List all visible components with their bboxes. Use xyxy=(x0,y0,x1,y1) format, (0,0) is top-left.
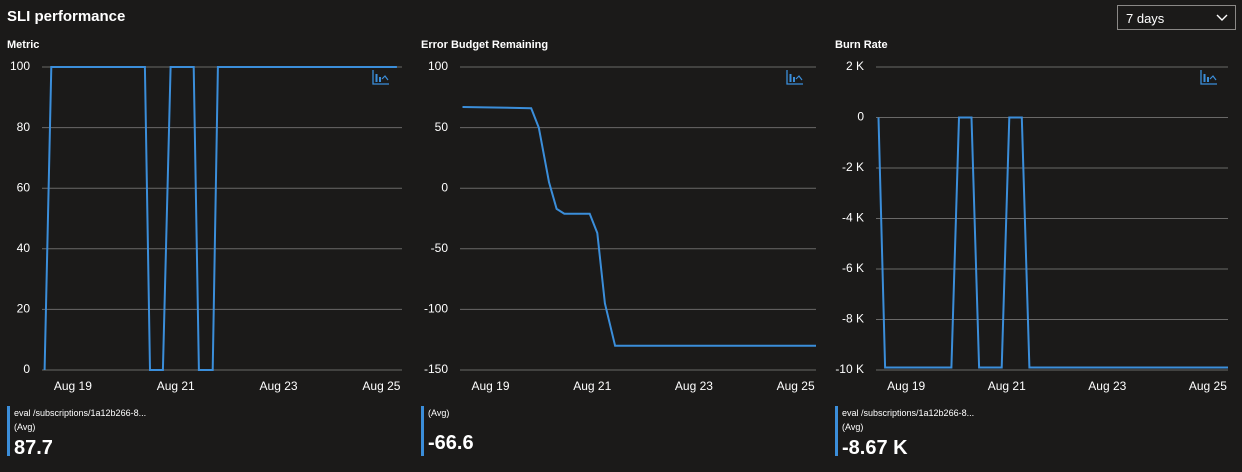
metric-chart: 100 80 60 40 20 0 Aug 19 Aug 21 Aug 23 Aug 25 xyxy=(10,59,402,393)
legend-value: -8.67 K xyxy=(842,437,908,459)
time-range-value: 7 days xyxy=(1126,11,1165,26)
legend-aggregation: (Avg) xyxy=(14,422,36,432)
chart-type-icon[interactable] xyxy=(786,69,804,86)
y-tick-label: 0 xyxy=(23,362,30,376)
legend-series-name: eval /subscriptions/1a12b266-8... xyxy=(842,408,975,418)
x-tick-label: Aug 23 xyxy=(675,379,713,393)
x-tick-label: Aug 21 xyxy=(157,379,195,393)
y-tick-label: 100 xyxy=(10,59,30,73)
legend-value: 87.7 xyxy=(14,437,53,459)
legend-series-name: eval /subscriptions/1a12b266-8... xyxy=(14,408,147,418)
x-tick-label: Aug 19 xyxy=(54,379,92,393)
y-tick-label: 60 xyxy=(17,180,31,194)
x-tick-label: Aug 19 xyxy=(887,379,925,393)
y-tick-label: 50 xyxy=(435,120,449,134)
x-tick-label: Aug 23 xyxy=(1088,379,1126,393)
x-tick-label: Aug 25 xyxy=(362,379,400,393)
legend-color-bar xyxy=(421,406,424,456)
time-range-dropdown[interactable]: 7 days xyxy=(1117,5,1236,30)
x-tick-label: Aug 25 xyxy=(1189,379,1227,393)
legend-aggregation: (Avg) xyxy=(842,422,864,432)
y-tick-label: -4 K xyxy=(842,211,864,225)
chevron-down-icon xyxy=(1216,14,1228,21)
y-tick-label: -10 K xyxy=(835,362,864,376)
y-tick-label: -100 xyxy=(424,302,448,316)
chart-title: Burn Rate xyxy=(835,39,888,51)
burn-rate-chart-panel: Burn Rate 2 K 0 -2 K -4 K -6 K -8 K -10 K Aug 1… xyxy=(828,0,1238,472)
x-tick-label: Aug 21 xyxy=(988,379,1026,393)
error-budget-chart: 100 50 0 -50 -100 -150 Aug 19 Aug 21 Aug 23 Aug 2… xyxy=(424,59,816,393)
legend-color-bar xyxy=(835,406,838,456)
y-tick-label: 100 xyxy=(428,59,448,73)
chart-type-icon[interactable] xyxy=(1200,69,1218,86)
y-tick-label: 20 xyxy=(17,302,31,316)
error-budget-chart-panel: Error Budget Remaining 100 50 0 -50 -100 -150… xyxy=(414,0,824,472)
y-tick-label: -50 xyxy=(431,241,449,255)
y-tick-label: -6 K xyxy=(842,261,864,275)
y-tick-label: 40 xyxy=(17,241,31,255)
page-title: SLI performance xyxy=(7,8,126,25)
legend-value: -66.6 xyxy=(428,432,474,454)
chart-title: Metric xyxy=(7,39,40,51)
x-tick-label: Aug 19 xyxy=(471,379,509,393)
legend-aggregation: (Avg) xyxy=(428,408,450,418)
series-line xyxy=(877,116,1228,369)
chart-type-icon[interactable] xyxy=(372,69,390,86)
y-tick-label: 80 xyxy=(17,120,31,134)
y-tick-label: 2 K xyxy=(846,59,864,73)
series-line xyxy=(43,66,397,371)
y-tick-label: -8 K xyxy=(842,312,864,326)
y-tick-label: 0 xyxy=(441,180,448,194)
burn-rate-chart: 2 K 0 -2 K -4 K -6 K -8 K -10 K Aug 19 Aug 21 Aug… xyxy=(835,59,1228,393)
chart-title: Error Budget Remaining xyxy=(421,39,549,51)
x-tick-label: Aug 25 xyxy=(777,379,815,393)
series-line xyxy=(462,106,816,347)
y-tick-label: -150 xyxy=(424,362,448,376)
x-tick-label: Aug 21 xyxy=(573,379,611,393)
metric-chart-panel: Metric 100 80 60 40 20 0 Aug 19 Aug 21 Aug 23 Aug… xyxy=(0,0,410,472)
y-tick-label: 0 xyxy=(857,110,864,124)
y-tick-label: -2 K xyxy=(842,160,864,174)
x-tick-label: Aug 23 xyxy=(260,379,298,393)
legend-color-bar xyxy=(7,406,10,456)
